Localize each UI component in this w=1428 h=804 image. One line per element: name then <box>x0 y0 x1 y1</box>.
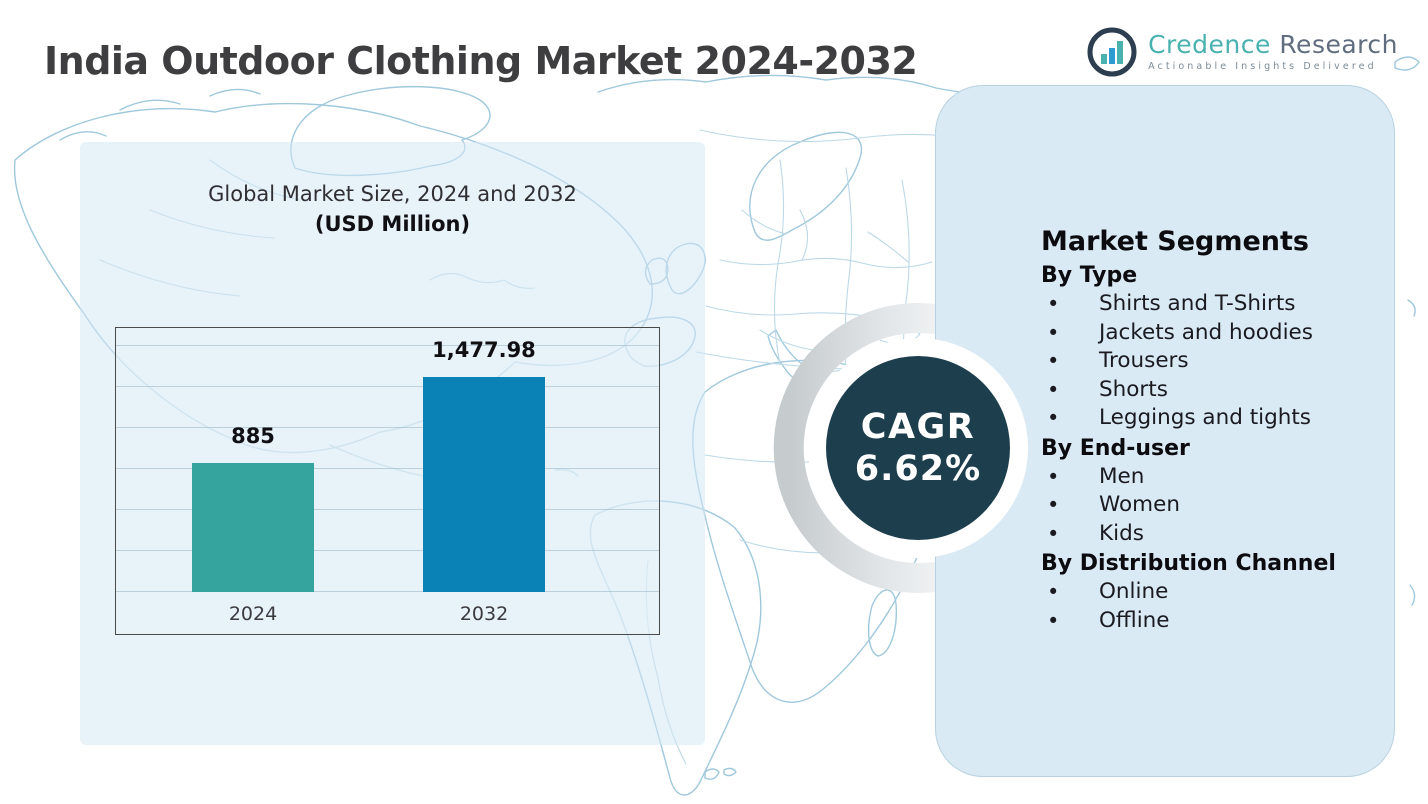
list-item: Offline <box>1041 607 1386 636</box>
list-item: Trousers <box>1041 347 1386 376</box>
bar-value-label-2032: 1,477.98 <box>432 338 536 362</box>
brand-logo-icon <box>1087 27 1137 77</box>
bar-group-2032: 1,477.98 <box>423 338 545 592</box>
segments-list: Market Segments By Type Shirts and T-Shi… <box>1041 226 1386 635</box>
brand-name-primary: Credence <box>1148 30 1271 60</box>
list-item: Leggings and tights <box>1041 404 1386 433</box>
chart-subtitle: (USD Million) <box>314 212 471 236</box>
list-item: Shorts <box>1041 376 1386 405</box>
bar-value-label-2024: 885 <box>231 424 275 448</box>
list-item: Online <box>1041 578 1386 607</box>
segment-group-by-distribution-channel: By Distribution Channel <box>1041 551 1336 576</box>
list-item: Jackets and hoodies <box>1041 319 1386 348</box>
segment-group-by-type: By Type <box>1041 263 1138 288</box>
page-title: India Outdoor Clothing Market 2024-2032 <box>44 39 918 84</box>
brand-logo: Credence Research Actionable Insights De… <box>1086 26 1398 78</box>
segment-group-by-end-user: By End-user <box>1041 435 1190 461</box>
chart-plot-area: 885 1,477.98 <box>116 328 659 592</box>
cagr-swoosh-decoration <box>773 303 998 593</box>
brand-name: Credence Research <box>1148 32 1398 58</box>
brand-tagline: Actionable Insights Delivered <box>1148 60 1377 72</box>
list-item: Kids <box>1041 520 1386 549</box>
x-label-2032: 2032 <box>459 603 509 625</box>
bar-2024 <box>192 463 314 592</box>
market-size-panel: Global Market Size, 2024 and 2032 (USD M… <box>80 142 705 745</box>
chart-title: Global Market Size, 2024 and 2032 <box>208 182 577 206</box>
list-item: Shirts and T-Shirts <box>1041 290 1386 319</box>
list-item: Men <box>1041 463 1386 492</box>
by-type-list: Shirts and T-Shirts Jackets and hoodies … <box>1041 290 1386 433</box>
brand-name-secondary: Research <box>1279 30 1398 60</box>
bar-chart: 885 1,477.98 2024 2032 <box>115 327 660 635</box>
x-axis-labels: 2024 2032 <box>116 603 659 627</box>
bar-2032 <box>423 377 545 592</box>
list-item: Women <box>1041 491 1386 520</box>
cagr-label: CAGR <box>860 407 976 447</box>
cagr-value: 6.62% <box>854 449 982 489</box>
x-label-2024: 2024 <box>228 603 278 625</box>
by-distribution-channel-list: Online Offline <box>1041 578 1386 635</box>
cagr-badge: CAGR 6.62% <box>826 356 1010 540</box>
by-end-user-list: Men Women Kids <box>1041 463 1386 549</box>
segments-heading: Market Segments <box>1041 226 1309 257</box>
bar-group-2024: 885 <box>192 424 314 592</box>
